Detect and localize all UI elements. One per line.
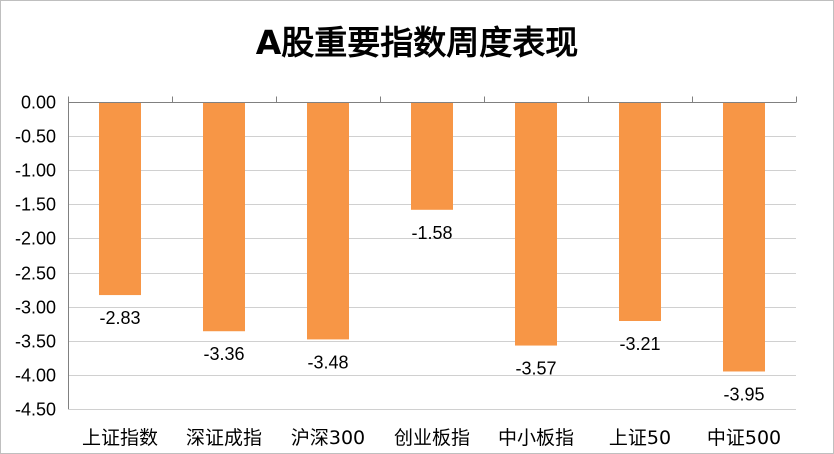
data-label: -3.57	[515, 359, 556, 379]
x-axis-category-labels: 上证指数 深证成指 沪深300 创业板指 中小板指 上证50 中证500	[82, 427, 781, 449]
bar	[411, 102, 453, 210]
y-tick-label: -1.00	[15, 161, 56, 181]
y-tick-label: -4.50	[15, 400, 56, 420]
y-tick-label: -1.50	[15, 195, 56, 215]
bar	[619, 102, 661, 321]
category-label: 上证50	[609, 427, 671, 449]
data-label: -1.58	[411, 223, 452, 243]
data-label: -3.95	[723, 384, 764, 404]
y-tick-label: -3.00	[15, 298, 56, 318]
chart-title: A股重要指数周度表现	[256, 23, 579, 62]
category-label: 中小板指	[498, 427, 574, 449]
y-tick-label: -2.50	[15, 264, 56, 284]
bar	[515, 102, 557, 346]
bars	[99, 102, 765, 372]
y-tick-label: -4.00	[15, 366, 56, 386]
category-label: 创业板指	[394, 427, 470, 449]
y-tick-label: -0.50	[15, 127, 56, 147]
axes	[68, 96, 797, 409]
bar	[203, 102, 245, 332]
data-labels: -2.83 -3.36 -3.48 -1.58 -3.57 -3.21 -3.95	[99, 223, 764, 405]
category-label: 沪深300	[291, 427, 365, 449]
y-tick-label: -3.50	[15, 332, 56, 352]
data-label: -3.48	[307, 352, 348, 372]
data-label: -3.36	[203, 344, 244, 364]
category-label: 深证成指	[186, 427, 262, 449]
category-label: 上证指数	[82, 427, 158, 449]
bar	[307, 102, 349, 340]
bar	[99, 102, 141, 296]
category-label: 中证500	[707, 427, 781, 449]
bar	[723, 102, 765, 372]
y-axis-tick-labels: 0.00 -0.50 -1.00 -1.50 -2.00 -2.50 -3.00 -3.50 -…	[15, 93, 56, 420]
data-label: -3.21	[619, 334, 660, 354]
y-tick-label: 0.00	[21, 93, 56, 113]
y-tick-label: -2.00	[15, 229, 56, 249]
data-label: -2.83	[99, 308, 140, 328]
